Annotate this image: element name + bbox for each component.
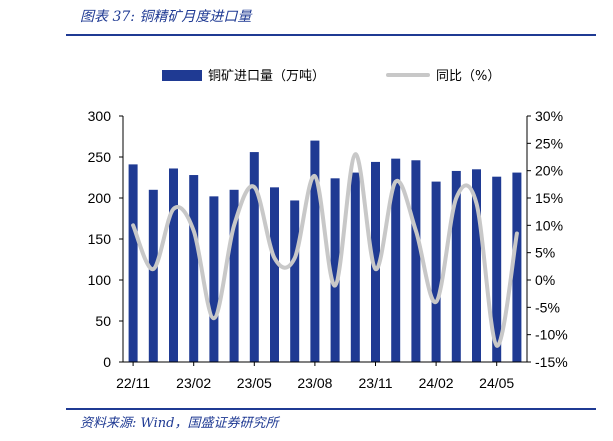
bar-23/01 [169,168,178,362]
bar-23/05 [249,152,259,362]
source-note: 资料来源: Wind，国盛证券研究所 [80,416,279,431]
y-right-tick-label: 0% [535,272,555,288]
y-right-tick-label: -15% [535,354,568,370]
y-left-tick-label: 100 [88,272,112,288]
bar-23/11 [371,161,380,362]
y-right-tick-label: 5% [535,245,555,261]
bar-24/01 [411,160,421,362]
legend-label-line: 同比（%） [436,69,500,84]
y-right-tick-label: 10% [535,217,563,233]
x-tick-label: 23/05 [237,375,272,391]
x-tick-label: 24/02 [419,375,454,391]
legend: 铜矿进口量（万吨） 同比（%） [162,69,500,84]
bar-23/07 [290,200,300,362]
header-rule [66,34,596,36]
y-left-tick-label: 300 [88,108,112,124]
y-left-tick-label: 200 [88,190,112,206]
x-tick-label: 23/02 [176,375,211,391]
y-right-tick-label: -5% [535,299,560,315]
bar-23/12 [391,158,401,362]
bar-23/06 [270,187,279,362]
bar-24/05 [492,176,502,362]
y-left-tick-label: 250 [88,149,112,165]
y-right-tick-label: 30% [535,108,563,124]
legend-label-bar: 铜矿进口量（万吨） [208,69,325,84]
bar-24/04 [472,169,481,362]
plot-area: 0 50 100 150 200 250 300 -15% -10% -5% 0% 5% 10% 15% 2… [88,108,568,391]
x-tick-label: 23/11 [359,375,393,391]
x-tick-label: 22/11 [116,375,150,391]
y-right-tick-label: -10% [535,327,568,343]
bar-22/12 [148,189,158,362]
y-left-tick-label: 150 [88,231,112,247]
bar-24/02 [431,181,441,362]
y-right-tick-label: 15% [535,190,563,206]
footer-rule [66,408,596,410]
bar-24/03 [451,170,461,362]
x-tick-label: 23/08 [297,375,332,391]
bar-23/09 [330,178,340,362]
bar-22/11 [128,164,138,362]
bar-23/04 [229,189,239,362]
bar-23/02 [189,175,199,362]
y-left-tick-label: 0 [103,354,111,370]
x-tick-label: 24/05 [479,375,514,391]
bar-23/10 [350,172,360,362]
y-left-tick-label: 50 [95,313,111,329]
bar-23/03 [209,196,219,362]
yoy-line [131,152,519,348]
bar-24/06 [512,172,522,362]
legend-swatch-bar [162,70,202,81]
figure-title: 图表 37: 铜精矿月度进口量 [80,9,252,25]
y-right-tick-label: 25% [535,135,563,151]
y-right-tick-label: 20% [535,163,563,179]
bar-23/08 [310,140,320,362]
